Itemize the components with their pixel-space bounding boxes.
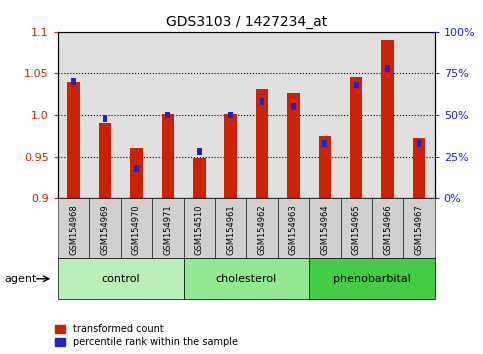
- Bar: [71, 79, 76, 85]
- Text: cholesterol: cholesterol: [216, 274, 277, 284]
- Bar: [417, 140, 421, 147]
- Bar: [354, 82, 358, 88]
- Text: GSM154966: GSM154966: [383, 204, 392, 255]
- Bar: [287, 93, 299, 198]
- Text: agent: agent: [5, 274, 37, 284]
- Bar: [228, 112, 233, 118]
- Bar: [161, 114, 174, 198]
- Text: GSM154964: GSM154964: [320, 204, 329, 255]
- Legend: transformed count, percentile rank within the sample: transformed count, percentile rank withi…: [53, 322, 240, 349]
- Text: GSM154971: GSM154971: [163, 204, 172, 255]
- Bar: [134, 165, 139, 172]
- Title: GDS3103 / 1427234_at: GDS3103 / 1427234_at: [166, 16, 327, 29]
- Bar: [413, 137, 426, 198]
- Bar: [130, 148, 143, 198]
- Bar: [197, 148, 201, 155]
- Text: GSM154962: GSM154962: [257, 204, 267, 255]
- Text: GSM154967: GSM154967: [414, 204, 424, 255]
- Bar: [291, 103, 296, 110]
- Text: GSM154969: GSM154969: [100, 204, 110, 255]
- Bar: [385, 65, 390, 72]
- Bar: [224, 114, 237, 198]
- Bar: [382, 40, 394, 198]
- Bar: [193, 158, 206, 198]
- Bar: [68, 82, 80, 198]
- Text: GSM154968: GSM154968: [69, 204, 78, 255]
- Bar: [103, 115, 107, 122]
- Bar: [350, 77, 362, 198]
- Bar: [260, 98, 264, 105]
- Text: GSM154961: GSM154961: [226, 204, 235, 255]
- Bar: [99, 124, 111, 198]
- Text: GSM154510: GSM154510: [195, 204, 204, 255]
- Text: GSM154970: GSM154970: [132, 204, 141, 255]
- Bar: [323, 140, 327, 147]
- Bar: [319, 136, 331, 198]
- Bar: [166, 112, 170, 118]
- Text: phenobarbital: phenobarbital: [333, 274, 411, 284]
- Text: control: control: [101, 274, 140, 284]
- Text: GSM154963: GSM154963: [289, 204, 298, 255]
- Text: GSM154965: GSM154965: [352, 204, 361, 255]
- Bar: [256, 89, 269, 198]
